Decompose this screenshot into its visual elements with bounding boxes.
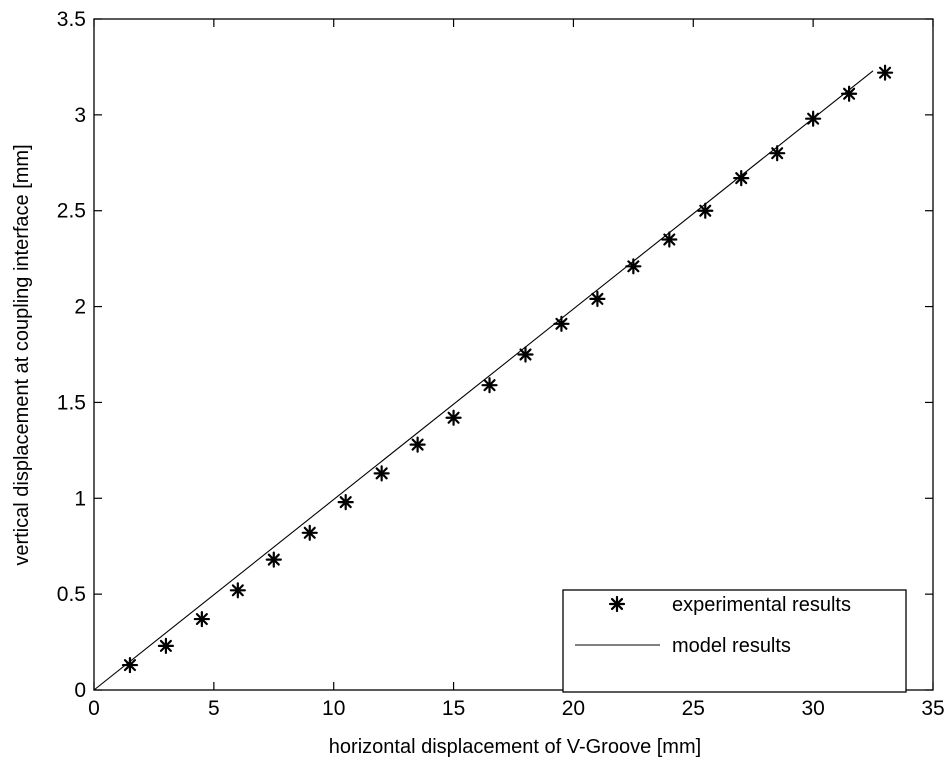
x-tick-label: 30 xyxy=(801,697,824,720)
y-tick-label: 3 xyxy=(74,104,86,127)
experimental-point xyxy=(229,582,246,599)
legend: experimental results model results xyxy=(562,589,907,693)
y-tick-label: 0 xyxy=(74,679,86,702)
experimental-point xyxy=(769,145,786,162)
experimental-point xyxy=(589,290,606,308)
y-tick-label: 2 xyxy=(74,296,86,319)
legend-asterisk xyxy=(608,595,626,613)
experimental-point xyxy=(157,637,175,655)
experimental-point xyxy=(876,64,894,81)
experimental-point xyxy=(840,85,858,102)
y-tick-label: 1 xyxy=(74,487,86,510)
x-tick-label: 20 xyxy=(562,697,585,720)
x-tick-label: 35 xyxy=(921,697,944,720)
experimental-point xyxy=(625,258,642,275)
x-tick-label: 5 xyxy=(208,697,220,720)
x-tick-label: 0 xyxy=(88,697,100,720)
experimental-point xyxy=(445,409,462,426)
experimental-point xyxy=(373,465,390,482)
experimental-point xyxy=(301,524,318,541)
y-tick-label: 3.5 xyxy=(57,8,86,31)
x-axis-label: horizontal displacement of V-Groove [mm] xyxy=(329,736,701,758)
experimental-point xyxy=(481,377,498,394)
experimental-point xyxy=(265,551,282,568)
experimental-point xyxy=(193,610,210,628)
experimental-point xyxy=(337,494,354,511)
legend-asterisk-marker xyxy=(608,595,626,613)
legend-label-model: model results xyxy=(672,635,791,657)
plot-frame xyxy=(93,18,934,691)
experimental-point xyxy=(733,170,750,187)
plot-area: 0 5 10 15 20 25 30 35 0 0.5 1 1.5 2 2.5 3 3.5 xyxy=(57,8,945,720)
experimental-point xyxy=(409,436,426,453)
x-tick-label: 25 xyxy=(682,697,705,720)
experimental-point xyxy=(517,346,534,363)
experimental-point xyxy=(553,315,570,332)
y-tick-label: 1.5 xyxy=(57,391,86,414)
legend-label-experimental: experimental results xyxy=(672,594,851,616)
y-tick-label: 0.5 xyxy=(57,583,86,606)
y-axis-label: vertical displacement at coupling interf… xyxy=(11,144,33,565)
x-tick-label: 10 xyxy=(322,697,345,720)
experimental-point xyxy=(805,110,822,127)
experimental-point xyxy=(121,656,139,674)
experimental-point xyxy=(697,202,714,219)
x-tick-label: 15 xyxy=(442,697,465,720)
experimental-point xyxy=(661,231,678,248)
y-tick-label: 2.5 xyxy=(57,200,86,223)
